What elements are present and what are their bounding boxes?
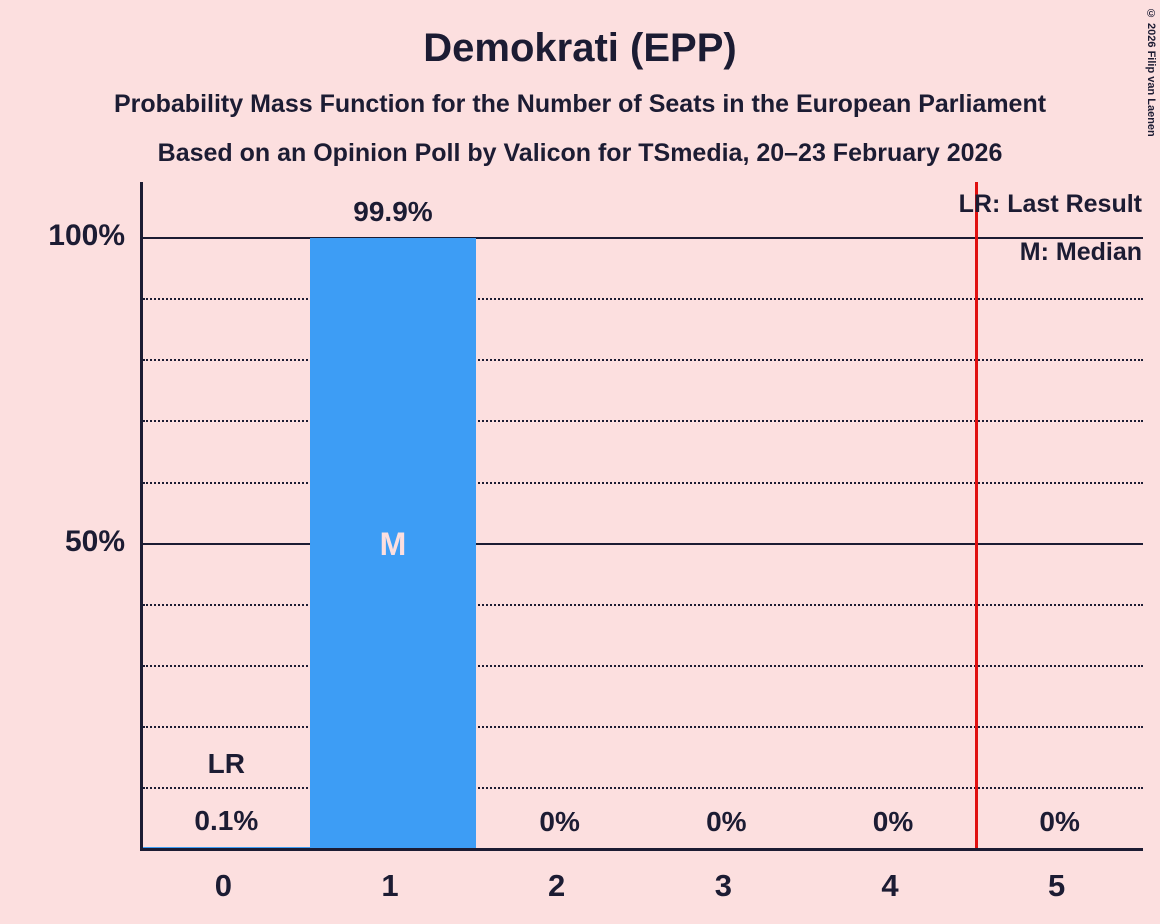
gridline-70 xyxy=(143,420,1143,422)
median-label: M xyxy=(379,525,407,562)
value-label: 0.1% xyxy=(194,805,259,837)
gridline-20 xyxy=(143,726,1143,728)
x-axis-label: 2 xyxy=(548,868,566,903)
bar xyxy=(309,237,477,848)
gridline-40 xyxy=(143,604,1143,606)
gridline-60 xyxy=(143,482,1143,484)
value-label: 99.9% xyxy=(353,195,433,227)
chart-subtitle: Probability Mass Function for the Number… xyxy=(113,90,1047,118)
gridline-100 xyxy=(143,237,1143,239)
chart-title: Demokrati (EPP) xyxy=(423,26,737,70)
legend-median: M: Median xyxy=(1019,238,1142,266)
gridline-90 xyxy=(143,298,1143,300)
value-label: 0% xyxy=(706,806,747,837)
value-label: 0% xyxy=(1039,806,1080,837)
plot-area: 0.1% 99.9% 0% 0% 0% 0% LR M xyxy=(140,182,1143,851)
x-axis: 0 1 2 3 4 5 xyxy=(140,868,1140,912)
x-axis-label: 4 xyxy=(881,868,899,903)
last-result-label: LR xyxy=(207,748,245,779)
x-axis-label: 0 xyxy=(214,868,232,903)
x-axis-label: 3 xyxy=(714,868,732,903)
value-label: 0% xyxy=(539,806,580,837)
y-axis-label-100: 100% xyxy=(48,219,125,252)
gridline-50 xyxy=(143,543,1143,545)
last-result-line xyxy=(974,182,978,848)
chart-subtitle-poll-info: Based on an Opinion Poll by Valicon for … xyxy=(157,139,1003,167)
legend: LR: Last Result M: Median xyxy=(959,180,1142,276)
gridline-80 xyxy=(143,359,1143,361)
bar xyxy=(143,847,310,848)
legend-last-result: LR: Last Result xyxy=(958,190,1142,218)
value-label: 0% xyxy=(872,806,914,837)
gridline-30 xyxy=(143,665,1143,667)
gridline-10 xyxy=(143,787,1143,789)
x-axis-label: 1 xyxy=(381,868,399,903)
copyright-text: © 2026 Filip van Laenen xyxy=(1145,8,1157,137)
x-axis-label: 5 xyxy=(1048,868,1066,903)
y-axis-label-50: 50% xyxy=(64,525,125,558)
